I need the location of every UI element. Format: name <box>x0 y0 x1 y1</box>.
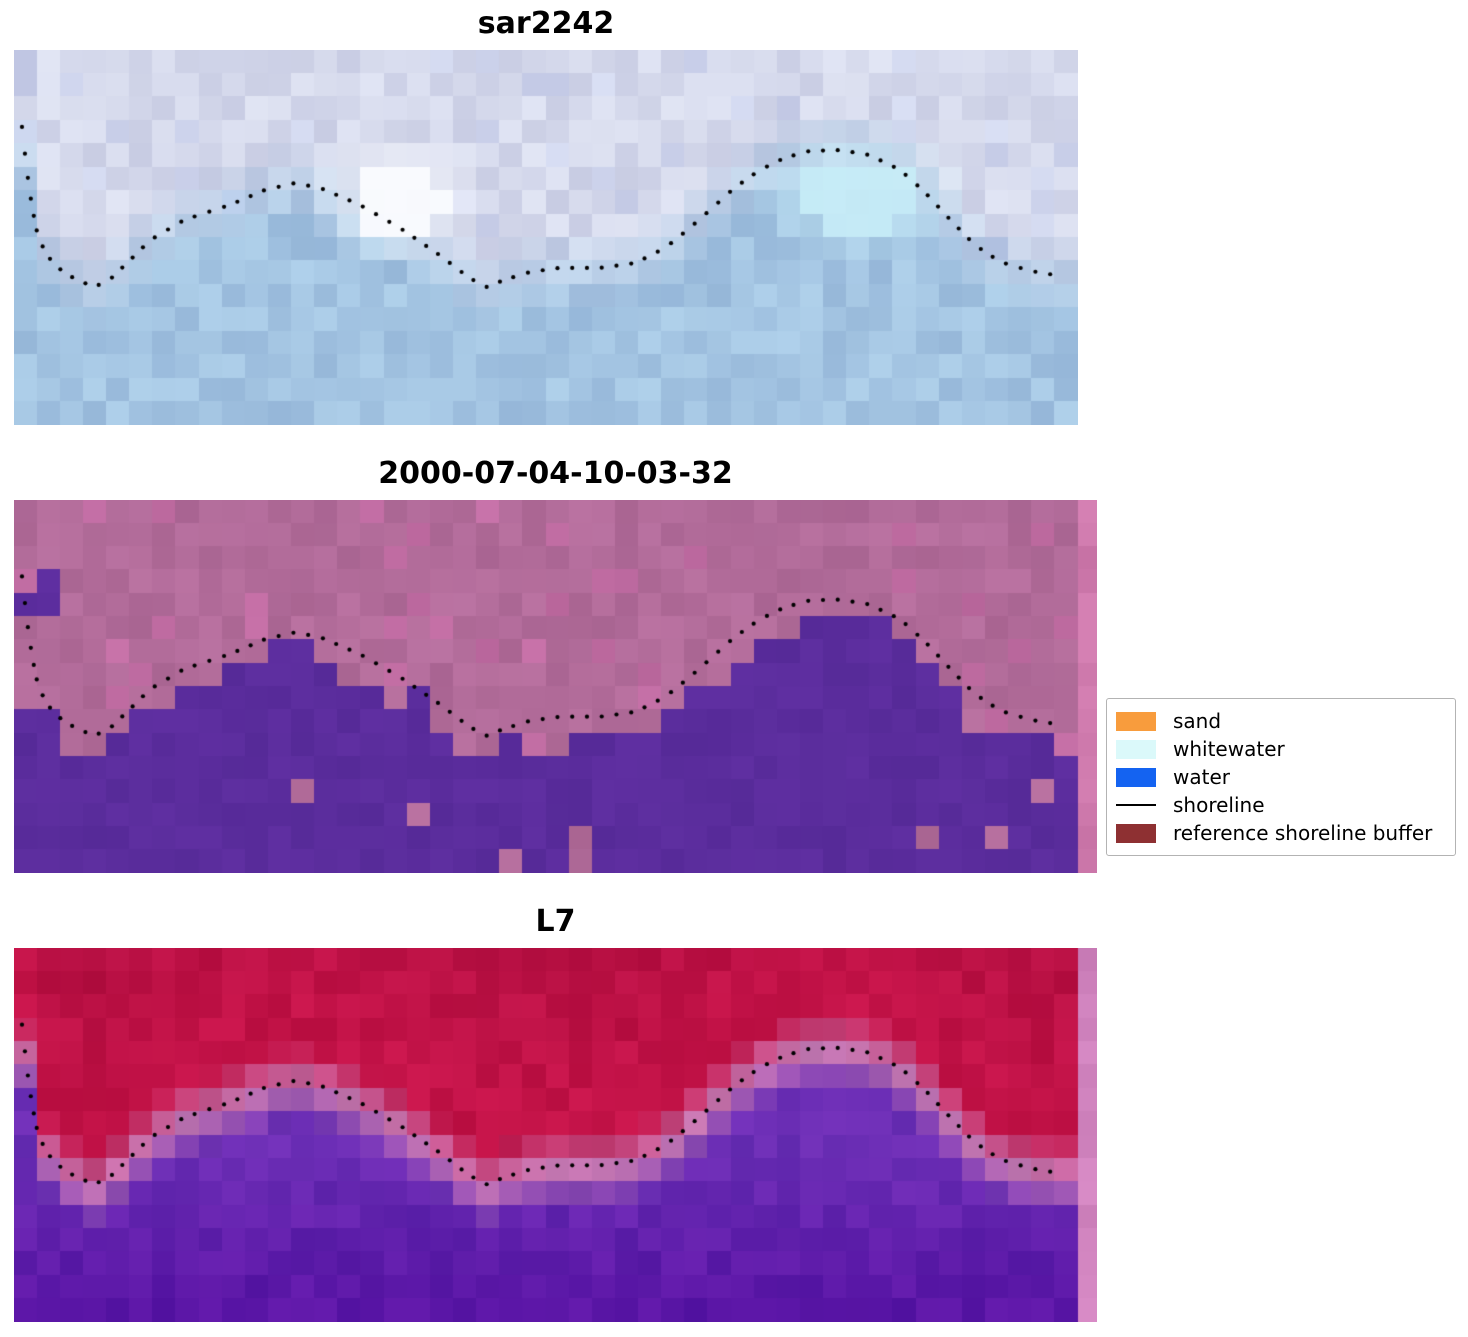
whitewater-swatch <box>1116 739 1156 759</box>
water-swatch <box>1116 767 1156 787</box>
panel-title-classified: 2000-07-04-10-03-32 <box>378 456 733 491</box>
legend-label-whitewater: whitewater <box>1173 737 1285 761</box>
legend-label-sand: sand <box>1173 709 1222 733</box>
reference-shoreline-buffer-swatch <box>1116 823 1156 843</box>
legend-item-water: water <box>1116 763 1455 791</box>
legend-item-shoreline: shoreline <box>1116 791 1455 819</box>
legend-item-reference-shoreline-buffer: reference shoreline buffer <box>1116 819 1455 847</box>
legend-item-sand: sand <box>1116 707 1455 735</box>
classified-image-canvas <box>14 500 1097 873</box>
legend-item-whitewater: whitewater <box>1116 735 1455 763</box>
sar-image-canvas <box>14 50 1078 425</box>
legend-label-shoreline: shoreline <box>1173 793 1265 817</box>
panel-title-sar: sar2242 <box>477 6 615 41</box>
shoreline-line-swatch <box>1116 796 1156 815</box>
panel-title-l7: L7 <box>535 904 576 939</box>
legend-label-water: water <box>1173 765 1230 789</box>
legend: sand whitewater water shoreline referenc… <box>1106 698 1456 856</box>
l7-image-canvas <box>14 948 1097 1322</box>
sand-swatch <box>1116 711 1156 731</box>
legend-label-reference-shoreline-buffer: reference shoreline buffer <box>1173 821 1433 845</box>
